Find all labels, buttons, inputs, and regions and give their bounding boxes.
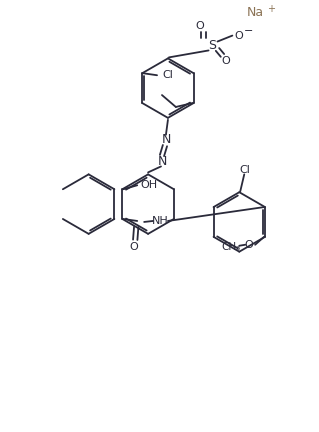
- Text: −: −: [243, 25, 253, 35]
- Text: Cl: Cl: [240, 165, 251, 175]
- Text: +: +: [267, 4, 275, 14]
- Text: Na: Na: [247, 6, 264, 19]
- Text: O: O: [221, 56, 230, 67]
- Text: Cl: Cl: [162, 70, 173, 80]
- Text: O: O: [245, 240, 254, 250]
- Text: OH: OH: [140, 180, 157, 190]
- Text: NH: NH: [152, 216, 168, 226]
- Text: CH₃: CH₃: [222, 242, 241, 252]
- Text: S: S: [209, 39, 217, 52]
- Text: O: O: [234, 31, 243, 41]
- Text: O: O: [130, 242, 139, 252]
- Text: N: N: [157, 155, 167, 168]
- Text: O: O: [195, 21, 204, 31]
- Text: N: N: [161, 133, 171, 146]
